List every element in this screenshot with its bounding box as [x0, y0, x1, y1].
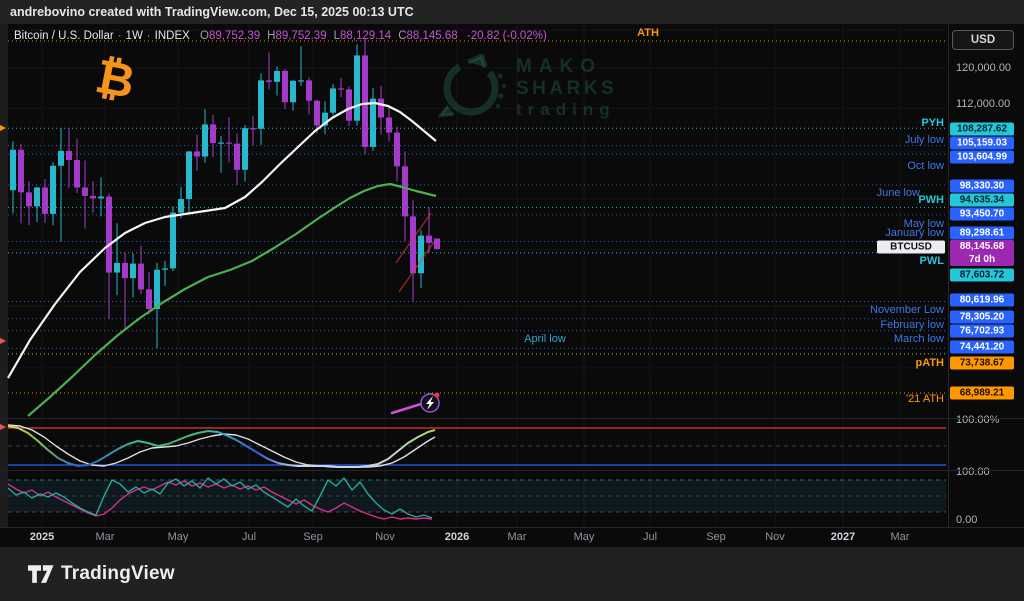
level-label: PWH	[918, 194, 944, 206]
interval-label: 1W	[125, 30, 143, 42]
time-tick: Jul	[642, 531, 658, 543]
edge-marker	[0, 125, 6, 131]
level-label: March low	[893, 333, 944, 345]
time-tick: May	[167, 531, 189, 543]
exchange-label: INDEX	[154, 30, 190, 42]
ohlc-item: H89,752.39	[267, 30, 327, 42]
channel-line	[398, 241, 435, 293]
edge-marker	[0, 424, 6, 430]
price-pill: 78,305.20	[950, 310, 1014, 324]
ohlc-values: O89,752.39 H89,752.39 L88,129.14 C88,145.68	[193, 30, 458, 42]
candlestick-series	[10, 37, 440, 349]
time-tick: Nov	[765, 531, 785, 543]
edge-marker	[0, 338, 6, 344]
current-price-pill: 88,145.68 7d 0h	[950, 240, 1014, 266]
ma-fast-line	[7, 101, 437, 379]
watermark-line2: SHARKS	[516, 77, 618, 99]
level-label: February low	[880, 319, 944, 331]
pane-separator-1[interactable]	[0, 418, 1024, 419]
price-pill: 87,603.72	[950, 268, 1014, 282]
time-tick: May	[573, 531, 595, 543]
level-label: PWL	[919, 255, 944, 267]
grid	[8, 24, 946, 527]
price-axis-border	[948, 24, 949, 547]
time-tick: Mar	[95, 531, 115, 543]
time-tick: 2025	[29, 531, 55, 543]
time-tick: Mar	[507, 531, 527, 543]
ohlc-item: C88,145.68	[398, 30, 458, 42]
price-pill: 74,441.20	[950, 340, 1014, 354]
indicator2-teal-line	[7, 477, 433, 519]
attribution-bar: andrebovino created with TradingView.com…	[0, 0, 1024, 24]
symbol-price-label: BTCUSD	[877, 240, 945, 254]
currency-button[interactable]: USD	[952, 30, 1014, 50]
tradingview-logo-icon	[28, 564, 54, 583]
level-label: PYH	[921, 117, 944, 129]
pane-separator-2[interactable]	[0, 470, 1024, 471]
ohlc-item: L88,129.14	[333, 30, 392, 42]
indicator2-magenta-line	[7, 480, 433, 520]
ma-slow-line	[27, 182, 437, 417]
price-pill: 80,619.96	[950, 293, 1014, 307]
level-label: Oct low	[907, 160, 944, 172]
indicator1-main-line	[7, 425, 436, 468]
level-label: January low	[885, 227, 944, 239]
price-pill: 94,635.34	[950, 193, 1014, 207]
price-axis-tick: 120,000.00	[956, 62, 1012, 74]
price-axis-tick: 100.00%	[956, 414, 1000, 426]
tradingview-logo[interactable]: TradingView	[28, 563, 175, 585]
level-label: July low	[904, 134, 944, 146]
price-pill: 73,738.67	[950, 356, 1014, 370]
channel-line	[395, 212, 432, 264]
time-tick: Nov	[375, 531, 395, 543]
shark-icon	[438, 54, 506, 118]
price-pill: 108,287.62	[950, 122, 1014, 136]
level-label: April low	[524, 333, 566, 345]
level-label: pATH	[915, 357, 944, 369]
time-tick: Sep	[706, 531, 726, 543]
price-pill: 93,450.70	[950, 207, 1014, 221]
ohlc-item: O89,752.39	[200, 30, 261, 42]
current-price-value: 88,145.68	[959, 241, 1005, 252]
level-label: June low	[876, 187, 920, 199]
price-pill: 103,604.99	[950, 150, 1014, 164]
level-label: '21 ATH	[906, 393, 944, 405]
price-pill: 105,159.03	[950, 136, 1014, 150]
price-pill: 89,298.61	[950, 226, 1014, 240]
tradingview-logo-text: TradingView	[61, 563, 175, 584]
symbol-legend[interactable]: Bitcoin / U.S. Dollar · 1W · INDEX O89,752.3…	[14, 30, 547, 42]
level-lines	[8, 40, 946, 394]
trend-ray	[390, 402, 423, 415]
time-tick: 2027	[830, 531, 856, 543]
alert-lightning-icon[interactable]	[420, 392, 440, 413]
price-axis-tick: 0.00	[956, 514, 978, 526]
price-pill: 76,702.93	[950, 324, 1014, 338]
level-label: November Low	[870, 304, 944, 316]
time-tick: Sep	[303, 531, 323, 543]
symbol-title: Bitcoin / U.S. Dollar	[14, 30, 114, 42]
level-label: May low	[903, 218, 944, 230]
time-tick: 2026	[444, 531, 470, 543]
attribution-text: andrebovino created with TradingView.com…	[10, 5, 414, 19]
change-value: -20.82 (-0.02%)	[466, 30, 547, 42]
price-axis-tick: 112,000.00	[956, 98, 1011, 110]
time-axis[interactable]: 2025 Mar May Jul Sep Nov 2026 Mar May Jul Sep Nov 20…	[0, 527, 1024, 548]
watermark-line3: trading	[516, 99, 616, 119]
price-pill: 98,330.30	[950, 179, 1014, 193]
watermark-line1: MAKO	[516, 55, 603, 77]
time-tick: Jul	[241, 531, 257, 543]
watermark: MAKO SHARKS trading	[438, 54, 617, 120]
time-tick: Mar	[890, 531, 910, 543]
bar-countdown: 7d 0h	[968, 254, 996, 265]
price-pill: 68,989.21	[950, 386, 1014, 400]
level-label: ATH	[637, 27, 659, 39]
price-axis-tick: 100.00	[956, 466, 990, 478]
footer-bar: TradingView	[0, 547, 1024, 601]
